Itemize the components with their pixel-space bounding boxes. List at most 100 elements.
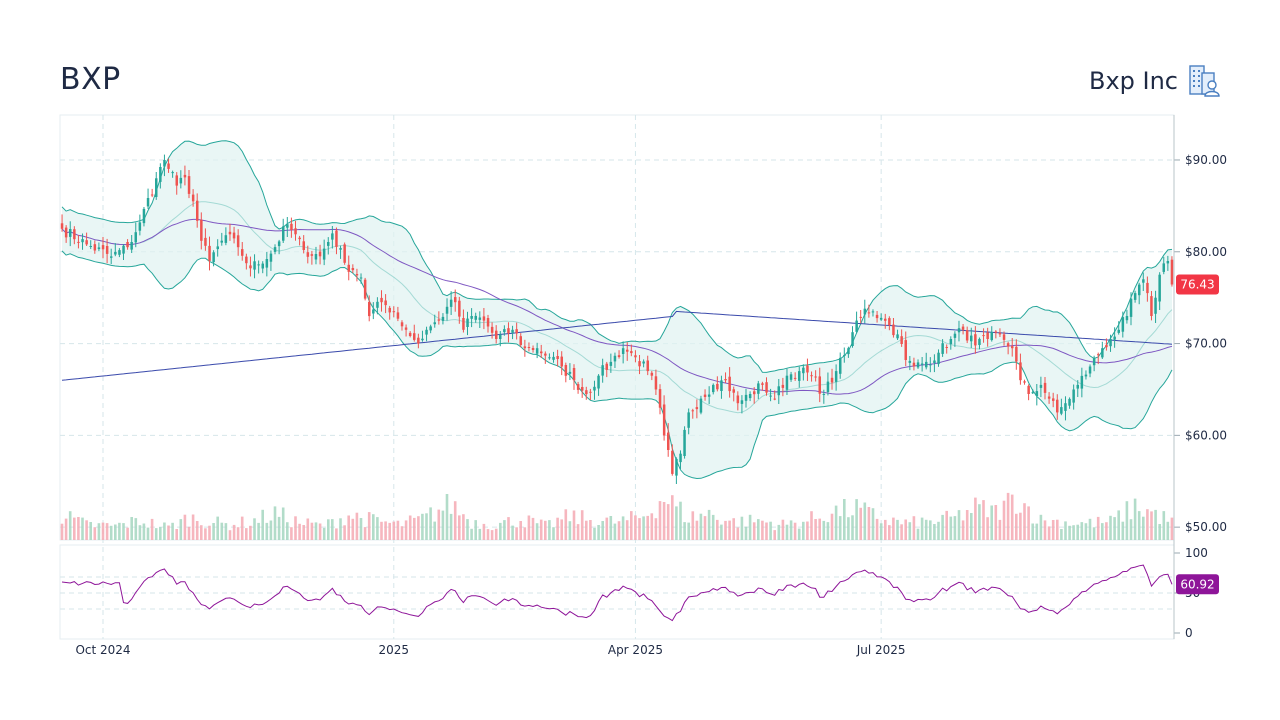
volume-bar xyxy=(462,514,465,540)
candle-body xyxy=(576,384,580,390)
candle-body xyxy=(949,339,953,345)
volume-bar xyxy=(855,499,858,540)
volume-bar xyxy=(204,528,207,540)
candle-body xyxy=(1129,298,1133,317)
candle-body xyxy=(441,316,445,321)
candle-body xyxy=(1142,279,1145,283)
volume-bar xyxy=(187,526,191,540)
volume-bar xyxy=(220,522,224,540)
candle-body xyxy=(322,248,326,260)
volume-bar xyxy=(994,505,998,540)
candle-body xyxy=(953,333,957,338)
candle-body xyxy=(425,329,428,335)
volume-bar xyxy=(171,522,174,540)
candle-body xyxy=(347,264,350,272)
volume-bar xyxy=(228,530,232,540)
candle-body xyxy=(675,458,678,476)
volume-bar xyxy=(1125,501,1129,540)
volume-bar xyxy=(531,517,535,540)
volume-bar xyxy=(77,517,80,540)
candle-body xyxy=(916,362,920,368)
volume-bar xyxy=(748,514,752,540)
volume-bar xyxy=(711,514,715,540)
candle-body xyxy=(97,247,101,250)
candle-body xyxy=(1117,329,1120,333)
volume-bar xyxy=(327,519,330,540)
candle-body xyxy=(1039,384,1043,388)
candle-body xyxy=(540,351,543,354)
candle-body xyxy=(179,177,183,184)
volume-bar xyxy=(838,516,842,540)
volume-bar xyxy=(953,516,957,540)
volume-bar xyxy=(367,512,371,540)
candle-body xyxy=(544,353,547,356)
volume-bar xyxy=(458,515,461,540)
volume-bar xyxy=(159,527,162,540)
candle-body xyxy=(327,242,330,246)
volume-bar xyxy=(990,505,993,540)
volume-bar xyxy=(920,517,924,540)
volume-bar xyxy=(617,521,621,540)
volume-bar xyxy=(695,520,699,540)
volume-bar xyxy=(208,525,211,540)
volume-bar xyxy=(642,516,645,540)
volume-bar xyxy=(150,518,154,540)
candle-body xyxy=(69,229,72,237)
last-price-tag: 76.43 xyxy=(1176,274,1219,295)
candle-body xyxy=(126,242,129,248)
candle-body xyxy=(60,223,64,229)
candle-body xyxy=(552,356,555,360)
candle-body xyxy=(490,326,494,333)
candle-body xyxy=(1154,297,1157,314)
rsi-line xyxy=(61,564,1173,622)
candle-body xyxy=(716,383,719,390)
candle-body xyxy=(818,376,821,394)
candle-body xyxy=(302,241,305,250)
volume-bar xyxy=(351,518,355,540)
candle-body xyxy=(150,194,154,196)
candle-body xyxy=(355,274,359,276)
candle-body xyxy=(216,246,219,250)
candle-body xyxy=(581,387,584,391)
volume-bar xyxy=(445,494,449,540)
candle-body xyxy=(634,355,637,358)
candle-body xyxy=(224,235,228,243)
candle-body xyxy=(404,327,408,330)
candle-body xyxy=(351,268,355,271)
candle-body xyxy=(1088,366,1092,374)
volume-bar xyxy=(1154,509,1157,540)
candle-body xyxy=(1150,296,1153,316)
candle-body xyxy=(400,322,404,327)
volume-bar xyxy=(1146,509,1149,540)
candle-body xyxy=(769,395,772,397)
volume-bar xyxy=(1101,523,1104,540)
volume-bar xyxy=(154,528,158,540)
candle-body xyxy=(73,229,76,240)
volume-bar xyxy=(1051,520,1055,540)
volume-bar xyxy=(1076,524,1079,540)
volume-bar xyxy=(1047,526,1051,540)
grid: $90.00$80.00$70.00$60.00$50.00100500Oct … xyxy=(60,115,1227,657)
candle-body xyxy=(556,356,559,359)
volume-bar xyxy=(281,507,285,540)
candle-body xyxy=(679,453,682,463)
candle-body xyxy=(793,377,797,379)
candle-body xyxy=(495,330,498,339)
candle-body xyxy=(548,357,551,359)
candle-body xyxy=(941,343,944,354)
volume-bar xyxy=(630,511,633,540)
volume-bar xyxy=(687,522,690,540)
price-tick-label: $70.00 xyxy=(1185,337,1227,351)
candle-body xyxy=(241,249,244,256)
volume-bar xyxy=(310,522,314,540)
candle-body xyxy=(621,348,625,354)
candle-body xyxy=(654,376,658,390)
volume-bar xyxy=(224,523,228,540)
candle-body xyxy=(609,361,613,366)
candle-body xyxy=(937,352,940,365)
time-tick-label: Apr 2025 xyxy=(608,643,663,657)
candle-body xyxy=(445,306,449,314)
volume-bar xyxy=(564,509,568,540)
candle-body xyxy=(503,329,506,333)
candle-body xyxy=(200,219,203,241)
